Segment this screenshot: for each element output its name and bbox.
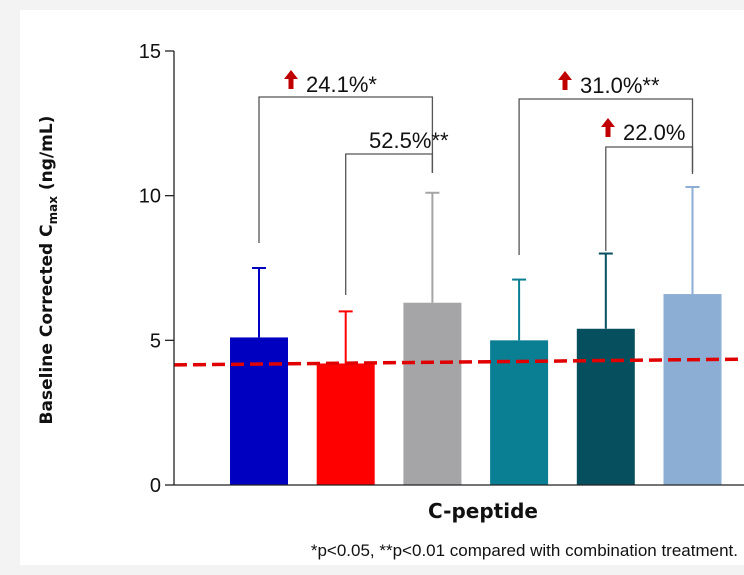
significance-bracket-2 (345, 153, 434, 295)
bar-3 (403, 302, 462, 485)
bar-5 (576, 328, 635, 485)
bar-4 (490, 340, 549, 485)
x-axis-label: C-peptide (428, 499, 538, 523)
y-tick-label-15: 15 (139, 41, 161, 63)
annotation-label-4: 22.0% (623, 120, 685, 145)
y-axis-label: Baseline Corrected Cmax (ng/mL) (37, 116, 60, 425)
y-axis-label-unit: (ng/mL) (37, 116, 57, 196)
annotation-label-3: 31.0%** (580, 73, 660, 98)
y-axis-label-main: Baseline Corrected C (37, 224, 57, 424)
y-tick-label-0: 0 (150, 475, 161, 497)
error-bars-group (252, 185, 700, 364)
y-tick-label-5: 5 (150, 330, 161, 352)
up-arrow-icon-4 (601, 118, 615, 137)
bar-1 (230, 337, 288, 485)
up-arrow-icon-1 (284, 70, 298, 89)
annotation-label-1: 24.1%* (306, 72, 377, 97)
up-arrow-icon-3 (558, 71, 572, 90)
y-axis-label-sub: max (46, 196, 60, 225)
significance-bracket-1 (258, 96, 434, 243)
footnote: *p<0.05, **p<0.01 compared with combinat… (311, 541, 738, 560)
reference-line (173, 357, 744, 367)
y-tick-label-10: 10 (139, 186, 161, 208)
bars-group (230, 294, 722, 485)
bar-6 (663, 294, 722, 485)
annotations-group: 24.1%* 52.5%** 31.0%** 22.0% (258, 70, 694, 295)
annotation-label-2: 52.5%** (369, 128, 449, 153)
axes-group: 0 5 10 15 (139, 41, 744, 497)
bar-2 (316, 363, 375, 485)
reference-line-group (173, 357, 744, 367)
significance-bracket-4 (605, 146, 694, 251)
significance-bracket-3 (518, 98, 694, 255)
